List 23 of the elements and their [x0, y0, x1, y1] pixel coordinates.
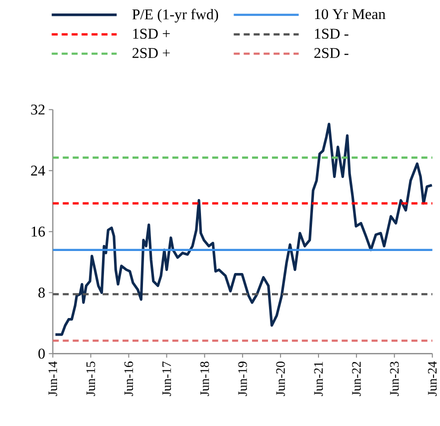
legend-label: 1SD - — [315, 28, 348, 39]
legend-label: 10 Yr Mean — [315, 8, 386, 19]
x-tick-label: Jun-24 — [428, 361, 437, 396]
legend-label: 2SD - — [314, 48, 348, 58]
x-tick-label: Jun-17 — [162, 361, 171, 396]
x-tick-label: Jun-16 — [124, 361, 134, 396]
x-tick-label: Jun-23 — [390, 361, 399, 396]
legend-label: 1SD + — [133, 28, 170, 39]
x-tick-label: Jun-18 — [200, 361, 209, 396]
y-tick-label: 32 — [31, 104, 44, 114]
y-tick-label: 24 — [31, 165, 46, 176]
legend-label: P/E (1-yr fwd) — [132, 8, 218, 22]
line-series — [54, 122, 434, 336]
x-tick-label: Jun-20 — [276, 361, 285, 396]
y-tick-label: 16 — [32, 226, 45, 236]
x-tick-label: Jun-15 — [86, 361, 96, 396]
x-tick-label: Jun-22 — [352, 362, 361, 396]
x-tick-label: Jun-21 — [314, 362, 323, 396]
x-tick-label: Jun-19 — [238, 361, 247, 396]
legend-label: 2SD + — [132, 48, 170, 58]
x-tick-label: Jun-14 — [48, 361, 58, 396]
y-tick-label: 0 — [38, 348, 45, 358]
y-tick-label: 8 — [38, 287, 45, 298]
